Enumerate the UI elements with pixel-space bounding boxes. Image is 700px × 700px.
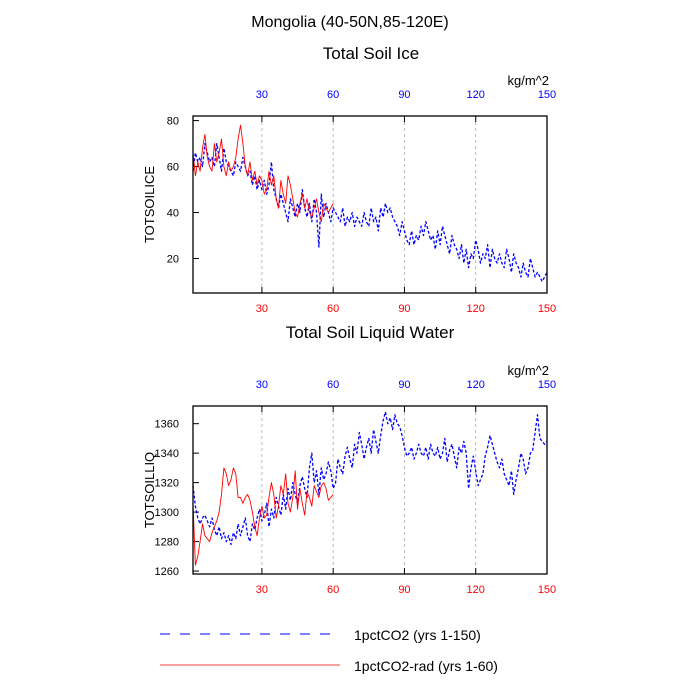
panels: Total Soil Ice kg/m^2 TOTSOILICE 30 30 60 60 90… [142, 44, 556, 596]
x-tick-label-bottom: 30 [256, 303, 268, 315]
y-tick-label: 1340 [155, 448, 179, 460]
panel-total-soil-ice: Total Soil Ice kg/m^2 TOTSOILICE 30 30 60 60 90… [142, 44, 556, 315]
units-label: kg/m^2 [507, 73, 549, 88]
x-tick-label-bottom: 120 [467, 303, 485, 315]
plot-frame [192, 115, 548, 294]
x-tick-label-top: 90 [398, 89, 410, 101]
x-tick-label-top: 120 [467, 89, 485, 101]
panel-total-soil-liquid-water: Total Soil Liquid Water kg/m^2 TOTSOILLIQ 3… [142, 323, 556, 596]
x-tick-label-top: 120 [467, 379, 485, 391]
x-tick-label-top: 150 [538, 379, 556, 391]
y-axis-label: TOTSOILICE [142, 166, 157, 243]
y-tick-label: 40 [167, 208, 179, 220]
series-line-1pctco2-rad-yrs-1-60 [192, 124, 334, 223]
x-tick-label-bottom: 90 [398, 584, 410, 596]
x-tick-label-bottom: 90 [398, 303, 410, 315]
figure-title: Mongolia (40-50N,85-120E) [251, 14, 448, 31]
y-tick-label: 1260 [155, 566, 179, 578]
y-axis-label: TOTSOILLIQ [142, 452, 157, 528]
series-line-1pctco2-yrs-1-150 [192, 142, 548, 283]
x-tick-label-top: 60 [327, 89, 339, 101]
y-tick-label: 1320 [155, 478, 179, 490]
x-tick-label-bottom: 120 [467, 584, 485, 596]
series-line-1pctco2-rad-yrs-1-60 [192, 467, 334, 566]
x-tick-label-top: 90 [398, 379, 410, 391]
units-label: kg/m^2 [507, 363, 549, 378]
x-tick-label-top: 60 [327, 379, 339, 391]
legend-label-1pctco2: 1pctCO2 (yrs 1-150) [354, 627, 481, 643]
x-tick-label-bottom: 150 [538, 303, 556, 315]
plot-frame [192, 405, 548, 575]
y-tick-label: 1280 [155, 537, 179, 549]
panel-title: Total Soil Liquid Water [286, 323, 455, 342]
x-tick-label-top: 30 [256, 379, 268, 391]
y-tick-label: 1300 [155, 507, 179, 519]
x-tick-label-bottom: 150 [538, 584, 556, 596]
y-tick-label: 1360 [155, 419, 179, 431]
y-tick-label: 20 [167, 254, 179, 266]
legend: 1pctCO2 (yrs 1-150) 1pctCO2-rad (yrs 1-6… [160, 627, 498, 674]
series-line-1pctco2-yrs-1-150 [192, 411, 548, 546]
x-tick-label-top: 150 [538, 89, 556, 101]
panel-title: Total Soil Ice [323, 44, 419, 63]
legend-label-1pctco2-rad: 1pctCO2-rad (yrs 1-60) [354, 658, 498, 674]
x-tick-label-bottom: 60 [327, 303, 339, 315]
x-tick-label-bottom: 30 [256, 584, 268, 596]
x-tick-label-bottom: 60 [327, 584, 339, 596]
y-tick-label: 80 [167, 116, 179, 128]
x-tick-label-top: 30 [256, 89, 268, 101]
y-tick-label: 60 [167, 162, 179, 174]
